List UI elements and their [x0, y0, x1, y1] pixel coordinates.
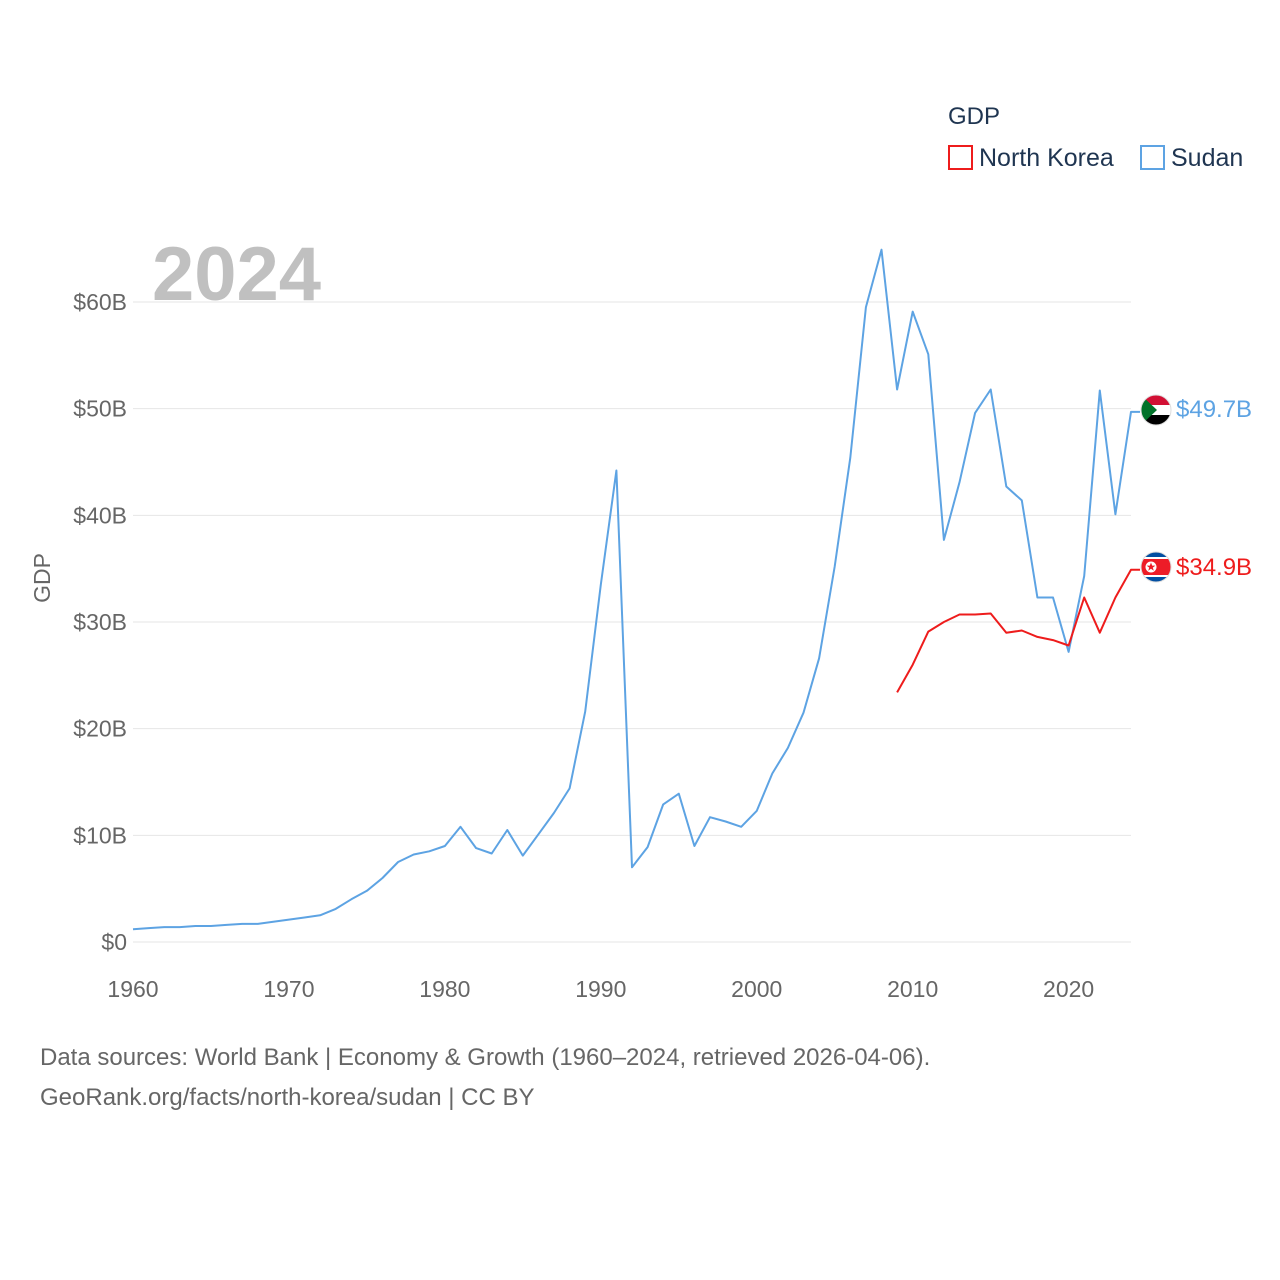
y-axis-label: GDP — [29, 553, 55, 603]
series-lines — [132, 248, 1140, 931]
footer-sources: Data sources: World Bank | Economy & Gro… — [40, 1044, 931, 1071]
legend: GDP North Korea Sudan — [948, 103, 1243, 172]
y-tick-label: $0 — [101, 929, 127, 955]
y-axis-ticks: $0 $10B $20B $30B $40B $50B $60B — [73, 289, 127, 955]
legend-label-north-korea: North Korea — [979, 144, 1114, 172]
y-tick-label: $20B — [73, 716, 127, 742]
x-tick-label: 1960 — [107, 976, 158, 1002]
sudan-flag-icon — [1141, 395, 1171, 425]
x-tick-label: 2010 — [887, 976, 938, 1002]
year-label: 2024 — [152, 232, 321, 317]
y-tick-label: $60B — [73, 289, 127, 315]
y-tick-label: $30B — [73, 609, 127, 635]
legend-swatch-sudan — [1140, 145, 1165, 170]
x-tick-label: 2000 — [731, 976, 782, 1002]
end-labels: $49.7B $34.9B — [1176, 396, 1252, 581]
footer-attribution: GeoRank.org/facts/north-korea/sudan | CC… — [40, 1084, 535, 1111]
end-markers — [1140, 394, 1172, 583]
gridlines — [133, 301, 1131, 943]
x-tick-label: 1970 — [263, 976, 314, 1002]
y-tick-label: $40B — [73, 502, 127, 528]
sudan-end-label: $49.7B — [1176, 396, 1252, 423]
legend-item-north-korea: North Korea — [948, 144, 1114, 172]
north-korea-series-line — [896, 568, 1140, 693]
legend-label-sudan: Sudan — [1171, 144, 1243, 172]
x-tick-label: 1980 — [419, 976, 470, 1002]
x-axis-ticks: 1960 1970 1980 1990 2000 2010 2020 — [107, 976, 1094, 1002]
x-tick-label: 2020 — [1043, 976, 1094, 1002]
north-korea-flag-icon — [1141, 552, 1171, 582]
north-korea-end-label: $34.9B — [1176, 554, 1252, 581]
sudan-series-line — [132, 248, 1140, 931]
legend-title: GDP — [948, 103, 1000, 130]
legend-item-sudan: Sudan — [1140, 144, 1243, 172]
y-tick-label: $10B — [73, 822, 127, 848]
y-tick-label: $50B — [73, 396, 127, 422]
x-tick-label: 1990 — [575, 976, 626, 1002]
legend-swatch-north-korea — [948, 145, 973, 170]
